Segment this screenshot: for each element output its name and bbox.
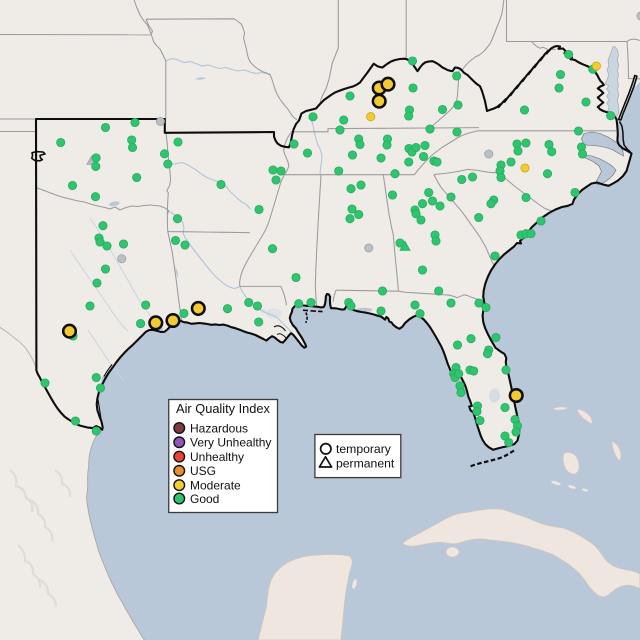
svg-text:permanent: permanent <box>336 456 395 470</box>
svg-text:Good: Good <box>190 492 219 506</box>
svg-text:Air Quality Index: Air Quality Index <box>176 401 270 416</box>
svg-text:Hazardous: Hazardous <box>190 421 248 435</box>
svg-text:Very Unhealthy: Very Unhealthy <box>190 436 271 450</box>
svg-text:Moderate: Moderate <box>190 478 241 492</box>
svg-text:temporary: temporary <box>336 442 392 456</box>
svg-text:Unhealthy: Unhealthy <box>190 450 244 464</box>
svg-text:USG: USG <box>190 464 216 478</box>
